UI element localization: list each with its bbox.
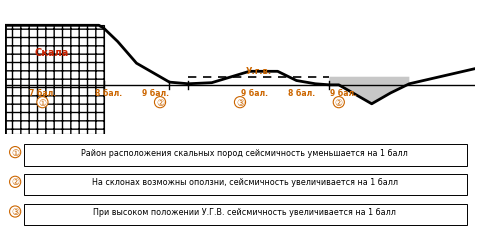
Text: На склонах возможны оползни, сейсмичность увеличивается на 1 балл: На склонах возможны оползни, сейсмичност… <box>92 178 398 186</box>
Text: При высоком положении У.Г.В. сейсмичность увеличивается на 1 балл: При высоком положении У.Г.В. сейсмичност… <box>93 207 396 216</box>
Text: 9 бал.: 9 бал. <box>142 88 169 97</box>
Text: У.г.в.: У.г.в. <box>246 66 272 75</box>
Text: ①: ① <box>38 98 47 107</box>
FancyBboxPatch shape <box>24 145 467 166</box>
Text: Район расположения скальных пород сейсмичность уменьшается на 1 балл: Район расположения скальных пород сейсми… <box>81 148 408 157</box>
Polygon shape <box>5 26 104 134</box>
Text: ②: ② <box>335 98 343 107</box>
Text: ②: ② <box>156 98 164 107</box>
Text: ③: ③ <box>11 207 19 216</box>
Text: 9 бал.: 9 бал. <box>330 88 357 97</box>
Text: ①: ① <box>11 148 19 157</box>
Text: 8 бал.: 8 бал. <box>95 88 122 97</box>
Text: 7 бал.: 7 бал. <box>29 88 56 97</box>
Text: ③: ③ <box>236 98 244 107</box>
FancyBboxPatch shape <box>24 174 467 195</box>
Text: 8 бал.: 8 бал. <box>288 88 315 97</box>
Text: ②: ② <box>11 178 19 186</box>
Polygon shape <box>329 77 409 104</box>
FancyBboxPatch shape <box>24 204 467 225</box>
Text: 9 бал.: 9 бал. <box>240 88 268 97</box>
Text: Скала: Скала <box>35 48 69 58</box>
